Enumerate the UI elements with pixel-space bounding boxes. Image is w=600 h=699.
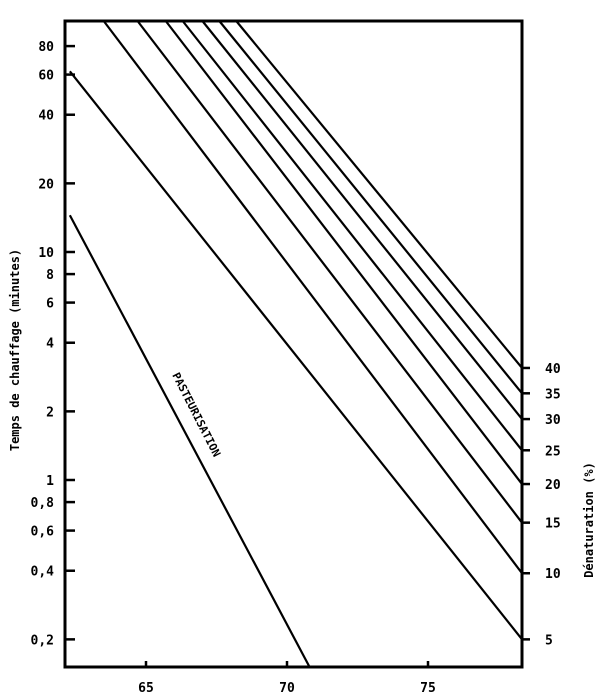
y2-tick-label: 35	[545, 387, 561, 402]
series-line-5	[68, 70, 523, 641]
series-line-15	[136, 20, 523, 524]
y2-tick-label: 10	[545, 567, 561, 582]
series-lines	[68, 20, 523, 668]
plot-frame	[63, 19, 524, 669]
y-axis-ticks: 80 60 40 20 10 8 6 4 2 1 0,8 0,6 0,4 0,2	[31, 40, 75, 648]
series-line-30	[201, 20, 523, 420]
x-tick-label: 75	[420, 681, 436, 696]
y2-tick-label: 40	[545, 362, 561, 377]
y2-tick-label: 15	[545, 517, 561, 532]
series-line-40	[235, 20, 523, 369]
y-tick-label: 20	[38, 177, 54, 192]
x-tick-label: 65	[138, 681, 154, 696]
y2-tick-label: 25	[545, 444, 561, 459]
y2-tick-label: 20	[545, 478, 561, 493]
series-line-pasteurisation	[68, 214, 311, 668]
y-axis-title: Temps de chauffage (minutes)	[8, 249, 22, 451]
y-tick-label: 80	[38, 40, 54, 55]
pasteurisation-annotation: PASTEURISATION	[169, 370, 223, 459]
y2-axis-title: Dénaturation (%)	[582, 462, 596, 578]
y2-tick-label: 30	[545, 413, 561, 428]
y-tick-label: 0,8	[31, 496, 55, 511]
x-axis-ticks: 65 70 75	[138, 661, 436, 696]
y-tick-label: 0,6	[31, 525, 55, 540]
series-line-35	[218, 20, 523, 395]
series-line-20	[164, 20, 523, 485]
series-line-10	[102, 20, 523, 574]
y-tick-label: 4	[46, 337, 54, 352]
y-tick-label: 0,4	[31, 565, 55, 580]
y-tick-label: 1	[46, 474, 54, 489]
y2-axis-ticks: 5 10 15 20 25 30 35 40	[522, 362, 561, 648]
y-tick-label: 6	[46, 297, 54, 312]
series-line-25	[181, 20, 523, 451]
y2-tick-label: 5	[545, 633, 553, 648]
y-tick-label: 60	[38, 69, 54, 84]
y-tick-label: 8	[46, 268, 54, 283]
y-tick-label: 0,2	[31, 633, 54, 648]
plot-border	[63, 19, 524, 669]
y-tick-label: 10	[38, 246, 54, 261]
x-tick-label: 70	[279, 681, 295, 696]
y-tick-label: 40	[38, 109, 54, 124]
y-tick-label: 2	[46, 405, 54, 420]
